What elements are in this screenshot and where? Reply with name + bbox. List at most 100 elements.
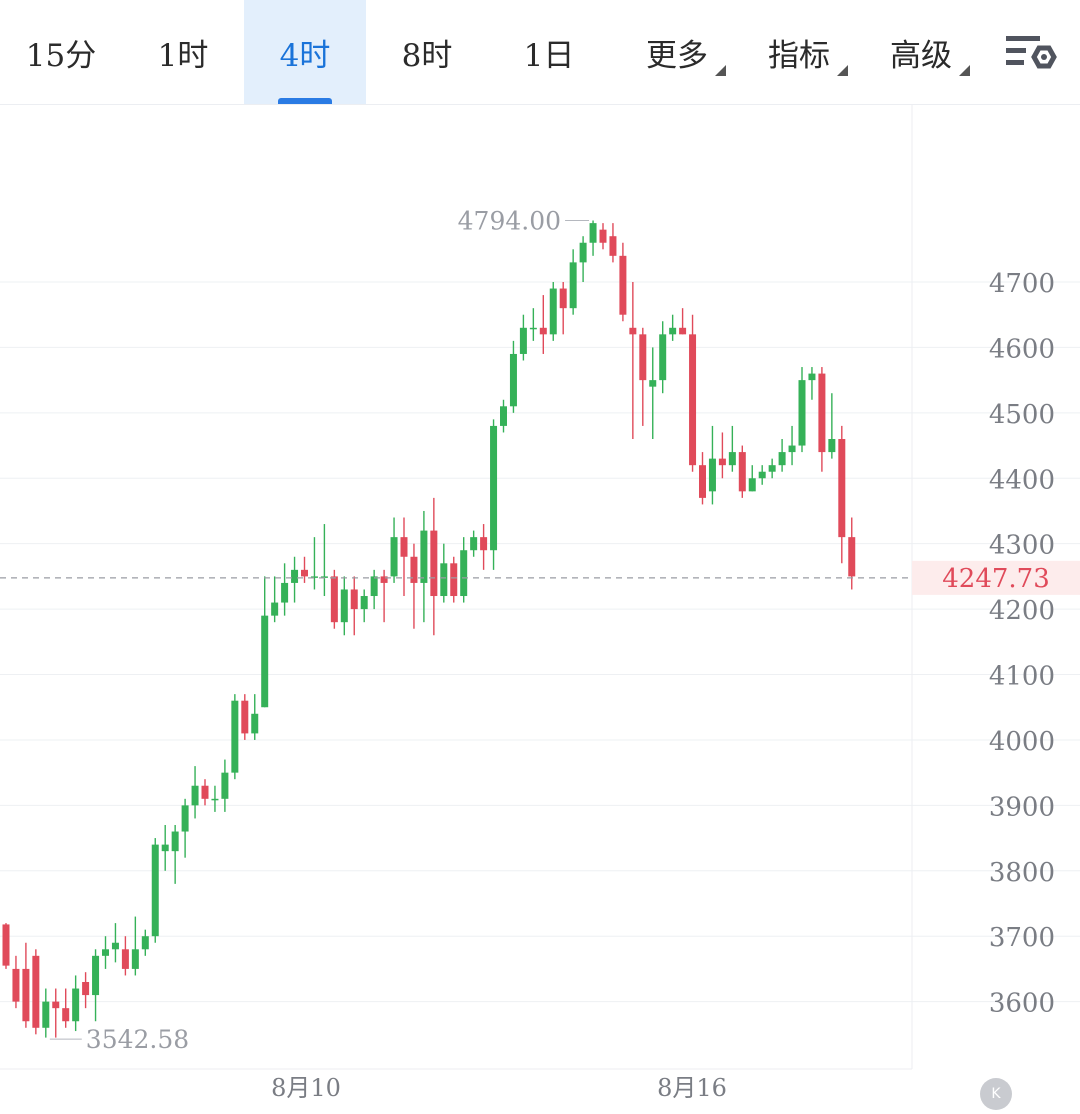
tab-8h[interactable]: 8时 (366, 0, 488, 104)
candle-body (430, 530, 438, 597)
candle-body (32, 955, 40, 1028)
active-tab-indicator (278, 98, 332, 104)
candle-body (320, 576, 328, 578)
tab-indicators[interactable]: 指标 (746, 0, 852, 104)
y-tick-label: 3700 (989, 923, 1055, 953)
candle-body (768, 465, 776, 472)
tab-label: 1时 (157, 37, 209, 74)
candle-body (82, 981, 90, 996)
candle-body (380, 576, 388, 583)
candle-body (301, 569, 308, 577)
candle-body (390, 537, 398, 577)
candle-body (241, 700, 249, 734)
candle-body (2, 924, 10, 966)
x-tick-label: 8月10 (271, 1074, 341, 1102)
candle-body (400, 537, 408, 557)
y-tick-label: 4000 (989, 727, 1055, 757)
k-logo-icon: K (980, 1078, 1012, 1110)
candle-body (639, 334, 647, 381)
tab-1d[interactable]: 1日 (488, 0, 610, 104)
last-price-tag (912, 560, 1080, 595)
y-tick-label: 4600 (989, 334, 1055, 364)
candle-body (231, 700, 239, 773)
tab-4h[interactable]: 4时 (244, 0, 366, 104)
candle-body (708, 458, 716, 492)
candle-body (589, 223, 597, 243)
tab-label: 4时 (279, 37, 331, 74)
candle-body (121, 949, 129, 969)
dropdown-caret-icon (715, 65, 726, 76)
candle-body (629, 327, 637, 335)
candle-body (728, 452, 736, 466)
candle-body (221, 772, 229, 799)
candle-body (689, 334, 697, 466)
tab-label: 高级 (890, 37, 952, 74)
candle-body (599, 229, 607, 243)
candle-body (131, 949, 139, 969)
candle-body (838, 439, 846, 538)
candle-body (539, 327, 547, 335)
candle-body (370, 576, 378, 597)
candle-body (569, 262, 577, 309)
candle-body (141, 936, 149, 950)
candle-body (669, 327, 677, 335)
candle-body (350, 589, 358, 610)
y-tick-label: 3800 (989, 858, 1055, 888)
y-tick-label: 3900 (989, 792, 1055, 822)
candle-body (22, 968, 30, 1022)
candle-body (171, 831, 179, 852)
candle-body (281, 582, 289, 603)
candle-body (699, 465, 706, 498)
candle-body (509, 353, 517, 407)
candle-body (718, 458, 726, 466)
tab-more[interactable]: 更多 (624, 0, 730, 104)
y-tick-label: 4400 (989, 465, 1055, 495)
tab-1h[interactable]: 1时 (122, 0, 244, 104)
y-tick-label: 4300 (989, 531, 1055, 561)
candle-body (559, 288, 567, 309)
candle-body (609, 236, 617, 256)
x-tick-label: 8月16 (657, 1074, 727, 1102)
chart-settings-button[interactable] (1000, 30, 1060, 76)
candle-body (549, 288, 557, 335)
candle-body (211, 798, 219, 801)
candle-body (490, 425, 498, 551)
tab-label: 1日 (523, 37, 575, 74)
candle-body (102, 949, 109, 956)
candle-body (758, 471, 766, 479)
candle-body (649, 380, 657, 387)
candle-body (161, 844, 169, 852)
tab-label: 15分 (25, 37, 97, 74)
dropdown-caret-icon (959, 65, 970, 76)
candle-body (828, 439, 836, 453)
y-tick-label: 4200 (989, 596, 1055, 626)
tab-label: 指标 (768, 37, 830, 74)
candle-body (360, 596, 368, 610)
candlestick-chart: 3600 3700 3800 3900 4000 4100 4200 4300 4400 4500… (0, 104, 1080, 1102)
candle-body (788, 445, 796, 453)
candle-body (808, 373, 816, 381)
y-tick-label: 4700 (989, 269, 1055, 299)
candle-body (52, 1001, 60, 1009)
candle-body (848, 537, 856, 577)
candle-body (330, 576, 338, 623)
candle-body (201, 785, 209, 799)
tab-advanced[interactable]: 高级 (868, 0, 974, 104)
candle-body (111, 942, 119, 950)
candle-body (579, 242, 587, 263)
candle-body (151, 844, 159, 937)
tab-label: 8时 (401, 37, 453, 74)
tab-15min[interactable]: 15分 (0, 0, 122, 104)
candle-body (12, 968, 20, 1002)
candle-body (92, 955, 100, 996)
candle-body (679, 327, 687, 335)
candle-body (191, 785, 199, 806)
candle-body (500, 406, 507, 426)
tab-label: 更多 (646, 37, 708, 74)
dropdown-caret-icon (837, 65, 848, 76)
candle-body (251, 713, 259, 734)
candle-body (798, 380, 806, 446)
y-tick-label: 4100 (989, 662, 1055, 692)
candle-body (291, 569, 299, 583)
candle-body (271, 602, 279, 616)
